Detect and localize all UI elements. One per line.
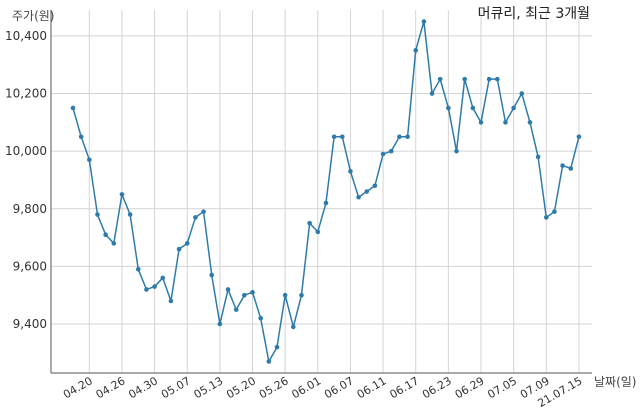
data-point	[437, 76, 443, 82]
data-point	[176, 246, 182, 252]
data-point	[184, 241, 190, 246]
data-point	[70, 105, 76, 111]
data-point	[388, 148, 394, 154]
data-point	[429, 91, 435, 96]
x-axis-label: 날짜(일)	[594, 375, 636, 389]
data-point	[560, 163, 565, 168]
y-tick-label: 9,600	[13, 259, 47, 273]
data-point	[405, 134, 410, 140]
x-tick-label: 06.17	[387, 374, 421, 401]
y-axis-label: 주가(원)	[12, 9, 54, 23]
data-point	[78, 134, 84, 140]
data-point	[568, 166, 574, 171]
data-point	[307, 220, 312, 226]
y-tick-label: 10,000	[5, 144, 47, 158]
data-point	[543, 215, 549, 220]
data-point	[87, 157, 92, 163]
data-point	[160, 275, 166, 281]
axes	[50, 10, 592, 374]
x-tick-label: 05.26	[257, 374, 291, 401]
y-tick-labels: 9,400 9,600 9,800 10,000 10,200 10,400	[5, 29, 47, 331]
data-point	[266, 359, 272, 364]
data-point	[486, 76, 492, 82]
chart-title: 머큐리, 최근 3개월	[478, 6, 590, 22]
x-tick-label: 06.01	[290, 374, 324, 401]
x-tick-label: 07.05	[485, 374, 519, 401]
data-point	[250, 290, 255, 295]
data-point	[201, 209, 206, 214]
x-tick-label: 04.26	[94, 374, 128, 401]
data-point	[299, 292, 304, 298]
data-point	[397, 134, 402, 140]
data-point	[454, 148, 459, 154]
data-point	[331, 134, 337, 140]
grid	[51, 10, 592, 373]
data-point	[372, 183, 378, 189]
x-tick-label: 04.20	[61, 374, 95, 401]
data-point	[217, 321, 223, 327]
data-point	[168, 298, 174, 304]
data-point	[258, 315, 263, 321]
data-point	[527, 120, 533, 125]
data-point	[339, 134, 345, 140]
data-point	[135, 266, 141, 272]
data-point	[291, 324, 296, 330]
data-point	[446, 105, 451, 111]
data-point	[495, 76, 500, 82]
data-point	[315, 229, 321, 235]
series-group	[70, 19, 582, 364]
data-point	[152, 284, 157, 289]
data-point	[119, 192, 125, 197]
x-tick-labels: 04.2004.2604.3005.0705.1305.2005.2606.01…	[61, 374, 584, 410]
x-tick-label: 05.13	[192, 374, 226, 401]
data-point	[348, 169, 353, 174]
x-tick-label: 04.30	[126, 374, 160, 401]
data-point	[364, 189, 370, 194]
data-point	[519, 91, 525, 96]
data-point	[282, 292, 288, 298]
x-tick-label: 06.29	[453, 374, 487, 401]
y-tick-label: 9,800	[13, 202, 47, 216]
data-point	[413, 48, 419, 53]
data-point	[225, 287, 231, 292]
data-point	[462, 76, 467, 82]
data-point	[111, 241, 117, 246]
data-point	[511, 105, 516, 111]
series-line	[72, 20, 580, 363]
data-point	[144, 287, 149, 292]
data-point	[209, 272, 215, 278]
data-point	[552, 209, 557, 214]
data-point	[103, 232, 108, 238]
data-point	[193, 215, 198, 220]
data-point	[242, 292, 247, 298]
x-tick-label: 05.07	[159, 374, 193, 401]
data-point	[323, 200, 329, 206]
data-point	[95, 212, 100, 217]
data-point	[478, 120, 484, 125]
data-point	[380, 151, 386, 157]
data-point	[421, 19, 427, 24]
y-tick-label: 10,400	[5, 29, 47, 43]
x-tick-label: 06.23	[420, 374, 454, 401]
x-tick-label: 06.11	[355, 374, 389, 401]
data-point	[274, 344, 280, 350]
data-point	[127, 212, 133, 217]
y-tick-label: 9,400	[13, 317, 47, 331]
data-point	[503, 120, 508, 125]
x-tick-label: 06.07	[322, 374, 356, 401]
data-point	[356, 194, 361, 200]
data-point	[233, 307, 239, 312]
data-point	[535, 154, 541, 160]
data-point	[470, 105, 476, 111]
data-point	[576, 134, 582, 140]
x-tick-label: 05.20	[224, 374, 258, 401]
y-tick-label: 10,200	[5, 87, 47, 101]
